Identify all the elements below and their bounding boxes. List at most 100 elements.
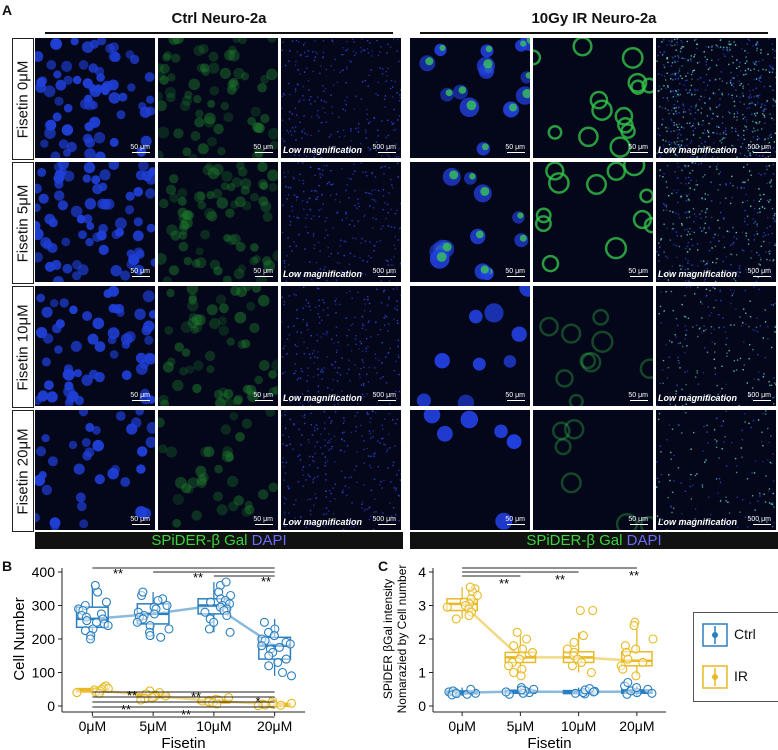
- data-point: [575, 605, 585, 616]
- y-tick-label: 0: [418, 698, 426, 714]
- y-tick-label: 2: [418, 631, 426, 647]
- data-point: [149, 609, 159, 619]
- data-point: [103, 621, 113, 631]
- data-point: [206, 597, 216, 607]
- data-point: [147, 693, 157, 703]
- data-point: [94, 688, 104, 698]
- data-point: [72, 688, 82, 698]
- scale-bar: [378, 276, 396, 277]
- significance-label: **: [191, 689, 201, 704]
- data-point: [273, 657, 283, 667]
- micrograph-tile: 50 μm: [158, 38, 278, 158]
- scale-bar-label: 50 μm: [505, 392, 525, 399]
- scale-bar: [507, 276, 525, 277]
- data-point: [517, 685, 527, 695]
- group-rule-ctrl: [45, 32, 393, 34]
- stain-label-gal: SPiDER-β Gal: [526, 532, 623, 549]
- data-point: [153, 595, 163, 606]
- micrograph-image: [158, 286, 278, 406]
- scale-bar: [630, 400, 648, 401]
- micrograph-image: [410, 38, 530, 158]
- scale-bar-label: 500 μm: [747, 268, 772, 275]
- micrograph-image: [158, 410, 278, 530]
- significance-label: **: [113, 566, 123, 581]
- significance-label: **: [181, 707, 191, 722]
- data-point: [224, 693, 234, 703]
- data-point: [277, 667, 288, 678]
- scale-bar: [255, 276, 273, 277]
- micrograph-image: [35, 162, 155, 282]
- scale-bar-label: 50 μm: [130, 144, 150, 151]
- group-title-ctrl: Ctrl Neuro-2a: [171, 10, 267, 27]
- data-point: [264, 651, 274, 661]
- micrograph-tile: 50 μm: [410, 162, 530, 282]
- scale-bar: [753, 400, 771, 401]
- data-point: [145, 631, 155, 641]
- micrograph-image: [35, 286, 155, 406]
- micrograph-tile: 500 μm Low magnification: [656, 38, 776, 158]
- data-point: [623, 677, 633, 688]
- low-magnification-label: Low magnification: [658, 517, 738, 527]
- low-magnification-label: Low magnification: [283, 517, 363, 527]
- scale-bar: [378, 400, 396, 401]
- x-tick-label: 0μM: [448, 718, 476, 734]
- data-point: [647, 688, 657, 698]
- data-point: [631, 644, 641, 654]
- micrograph-image: [281, 38, 401, 158]
- micrograph-tile: 50 μm: [158, 286, 278, 406]
- low-magnification-label: Low magnification: [283, 393, 363, 403]
- data-point: [285, 639, 295, 649]
- data-point: [161, 691, 171, 701]
- data-point: [501, 687, 511, 697]
- y-tick-label: 0: [47, 698, 55, 714]
- scale-bar-label: 50 μm: [505, 268, 525, 275]
- group-rule-ir: [420, 32, 768, 34]
- data-point: [521, 634, 532, 644]
- scale-bar-label: 500 μm: [372, 392, 397, 399]
- scale-bar: [255, 524, 273, 525]
- data-point: [101, 597, 111, 607]
- row-label-3: Fisetin 20μM: [12, 410, 34, 532]
- data-point: [90, 580, 100, 590]
- data-point: [465, 582, 475, 592]
- micrograph-tile: 50 μm: [410, 286, 530, 406]
- data-point: [162, 600, 172, 611]
- scale-bar-label: 500 μm: [747, 144, 772, 151]
- scale-bar-label: 50 μm: [130, 516, 150, 523]
- y-tick-label: 300: [32, 598, 56, 614]
- scale-bar-label: 50 μm: [628, 144, 648, 151]
- y-axis-label-line1: SPiDER βGal intensity: [381, 579, 395, 699]
- stain-legend-ctrl: SPiDER-β Gal DAPI: [35, 532, 403, 549]
- stain-label-gal: SPiDER-β Gal: [151, 532, 248, 549]
- data-point: [132, 617, 142, 627]
- scale-bar-label: 50 μm: [253, 268, 273, 275]
- micrograph-image: [35, 410, 155, 530]
- x-tick-label: 5μM: [507, 718, 535, 734]
- data-point: [631, 671, 641, 681]
- significance-label: **: [193, 570, 203, 585]
- micrograph-tile: 50 μm: [533, 38, 653, 158]
- row-label-0: Fisetin 0μM: [12, 38, 34, 160]
- micrograph-image: [410, 410, 530, 530]
- chart-legend: Ctrl IR: [693, 612, 778, 702]
- micrograph-image: [158, 162, 278, 282]
- micrograph-tile: 50 μm: [158, 162, 278, 282]
- data-point: [259, 617, 269, 627]
- micrograph-image: [410, 162, 530, 282]
- scale-bar: [507, 400, 525, 401]
- data-point: [221, 577, 231, 587]
- micrograph-image: [656, 38, 776, 158]
- legend-label-ctrl: Ctrl: [734, 626, 756, 642]
- stain-label-dapi: DAPI: [251, 532, 287, 549]
- significance-label: **: [127, 688, 137, 703]
- data-point: [570, 688, 580, 698]
- x-tick-label: 10μM: [196, 718, 231, 734]
- scale-bar: [255, 400, 273, 401]
- x-tick-label: 10μM: [561, 718, 596, 734]
- scale-bar: [132, 152, 150, 153]
- data-point: [164, 624, 174, 634]
- micrograph-image: [281, 286, 401, 406]
- data-point: [82, 616, 92, 626]
- micrograph-image: [410, 286, 530, 406]
- data-point: [274, 642, 284, 652]
